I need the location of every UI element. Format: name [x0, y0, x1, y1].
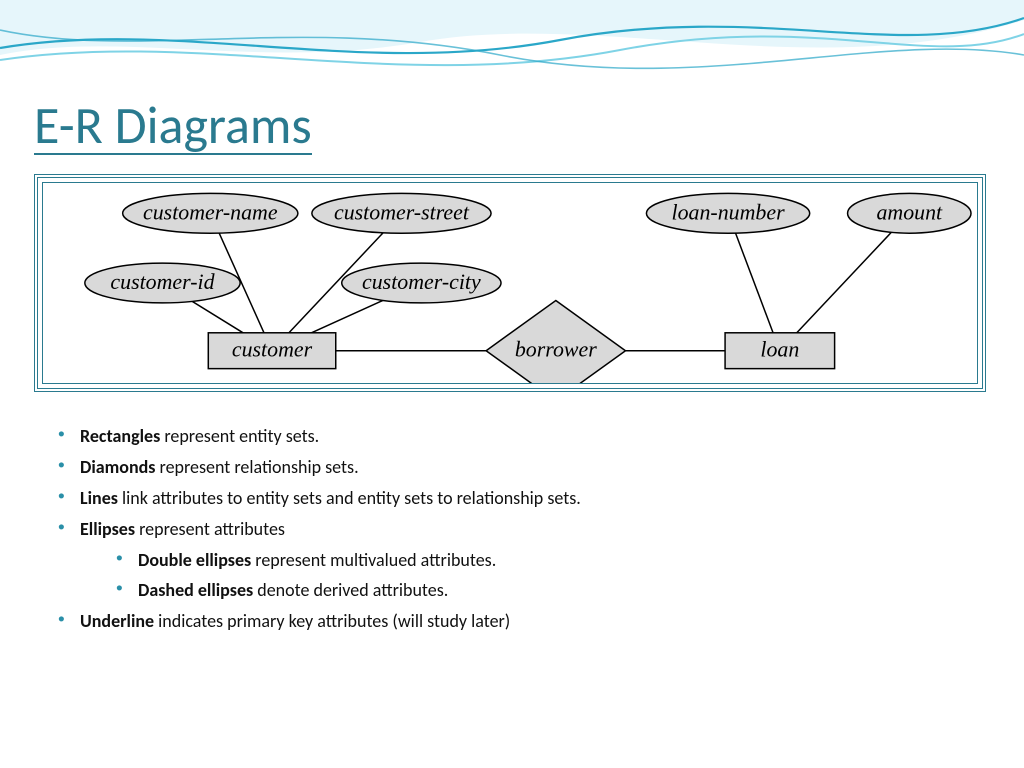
svg-text:customer: customer — [232, 337, 313, 362]
svg-text:loan-number: loan-number — [672, 199, 786, 224]
bullet-bold: Rectangles — [80, 425, 160, 447]
attribute-amount: amount — [848, 193, 971, 233]
er-diagram-frame: customer loan borrower customer-name custome… — [34, 174, 986, 392]
entity-customer: customer — [208, 333, 335, 369]
bullet-bold: Dashed ellipses — [138, 579, 253, 601]
relationship-borrower: borrower — [486, 301, 625, 383]
attribute-loan_number: loan-number — [646, 193, 809, 233]
bullet-item: Dashed ellipses denote derived attribute… — [116, 577, 958, 605]
svg-text:customer-street: customer-street — [334, 199, 470, 224]
bullet-item: Double ellipses represent multivalued at… — [116, 547, 958, 575]
entity-loan: loan — [725, 333, 835, 369]
bullet-text: denote derived attributes. — [253, 579, 448, 601]
attribute-customer_city: customer-city — [342, 263, 501, 303]
bullet-item: Diamonds represent relationship sets. — [58, 454, 958, 482]
bullet-item: Rectangles represent entity sets. — [58, 423, 958, 451]
bullet-item: Lines link attributes to entity sets and… — [58, 485, 958, 513]
bullet-text: represent attributes — [135, 518, 285, 540]
slide-title: E-R Diagrams — [34, 98, 312, 155]
bullet-item: Ellipses represent attributes Double elli… — [58, 516, 958, 606]
bullet-bold: Lines — [80, 487, 118, 509]
bullet-bold: Underline — [80, 610, 154, 632]
svg-text:borrower: borrower — [515, 337, 597, 362]
er-diagram: customer loan borrower customer-name custome… — [43, 183, 977, 383]
bullet-bold: Ellipses — [80, 518, 135, 540]
svg-text:customer-id: customer-id — [110, 269, 214, 294]
attribute-customer_street: customer-street — [312, 193, 491, 233]
bullet-bold: Double ellipses — [138, 549, 251, 571]
svg-text:customer-name: customer-name — [143, 199, 278, 224]
bullet-text: indicates primary key attributes (will s… — [154, 610, 510, 632]
bullet-text: represent multivalued attributes. — [251, 549, 496, 571]
attribute-customer_name: customer-name — [123, 193, 298, 233]
attribute-customer_id: customer-id — [85, 263, 240, 303]
svg-text:amount: amount — [876, 199, 943, 224]
bullet-bold: Diamonds — [80, 456, 155, 478]
bullet-text: link attributes to entity sets and entit… — [118, 487, 581, 509]
bullet-text: represent entity sets. — [160, 425, 319, 447]
svg-text:loan: loan — [760, 337, 799, 362]
bullet-item: Underline indicates primary key attribut… — [58, 608, 958, 636]
svg-text:customer-city: customer-city — [362, 269, 481, 294]
bullet-text: represent relationship sets. — [155, 456, 358, 478]
bullet-list: Rectangles represent entity sets.Diamond… — [58, 420, 958, 639]
